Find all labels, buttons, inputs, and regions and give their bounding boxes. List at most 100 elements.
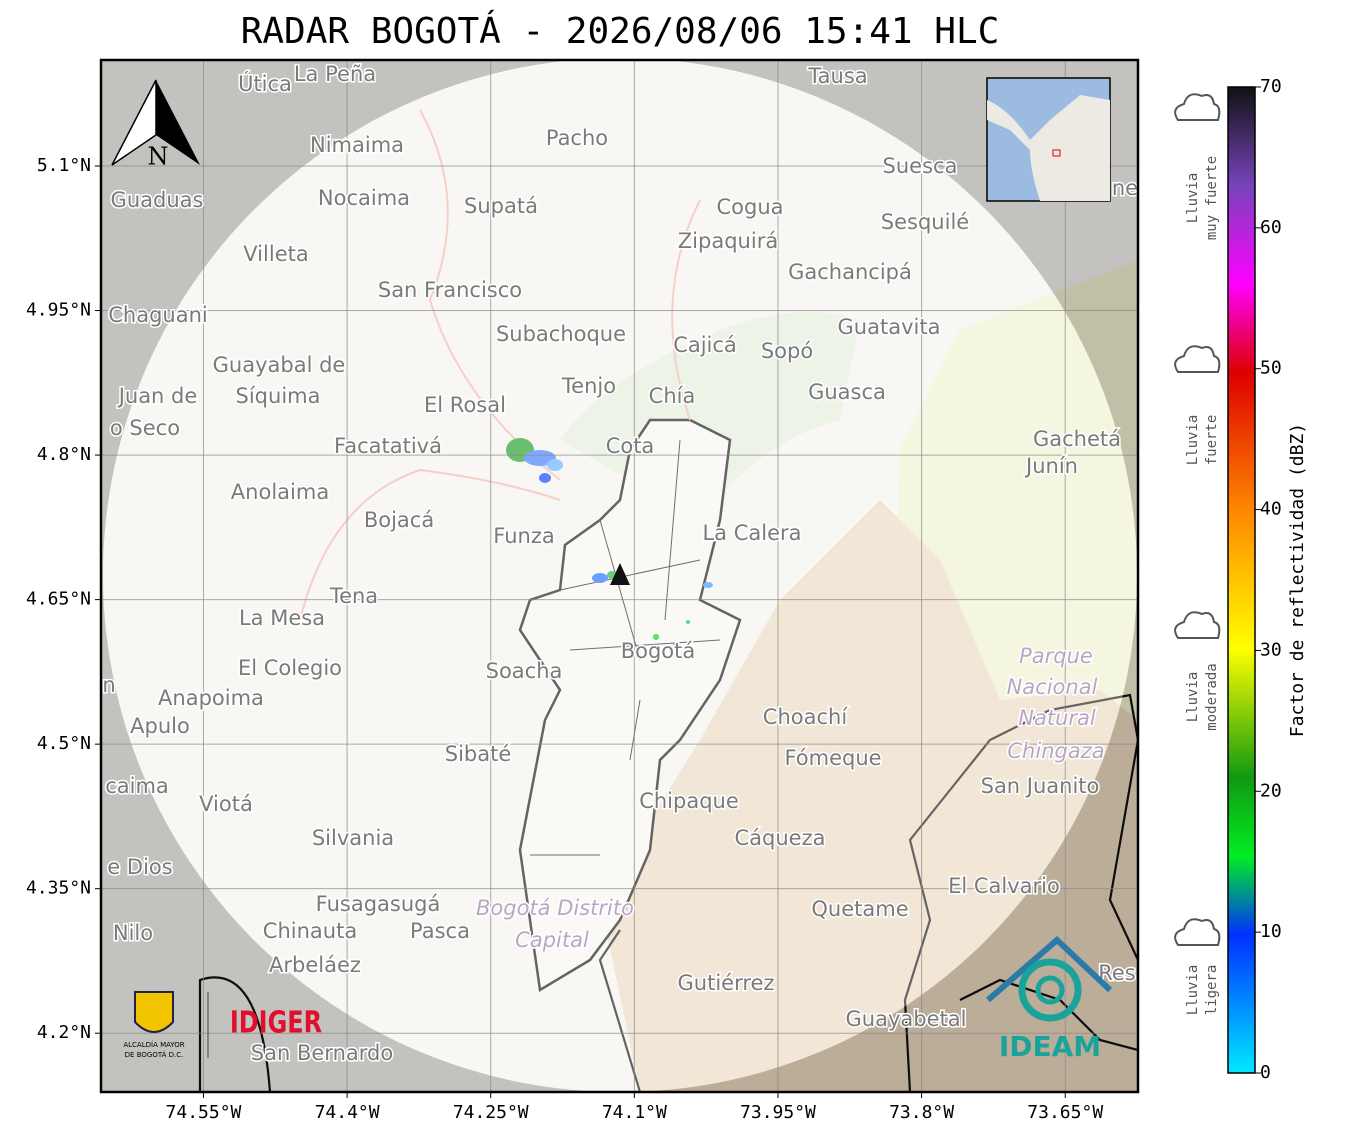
place-label: Soacha [486,659,563,683]
radar-echo [539,473,551,483]
place-label: Junín [1024,454,1078,478]
place-label: La Mesa [239,606,325,630]
place-label: Bojacá [364,508,434,532]
place-label: El Calvario [948,874,1060,898]
legend-label: Lluvia [1185,173,1201,224]
place-label: Sopó [761,339,813,363]
place-label: Villeta [243,242,308,266]
legend-label: Lluvia [1185,415,1201,466]
place-label: Cogua [716,195,783,219]
colorbar-tick-label: 30 [1260,639,1282,660]
legend-label: Lluvia [1185,965,1201,1016]
place-label: Fusagasugá [316,892,441,916]
y-tick-label: 4.8°N [37,444,91,465]
radar-echo [547,459,563,471]
inset-map [986,77,1111,202]
radar-echo [673,643,677,647]
place-label: Suesca [883,154,958,178]
place-label: Guaduas [111,188,204,212]
place-label: caima [105,774,169,798]
place-label: Útica [238,71,292,96]
place-label: Viotá [199,792,253,816]
place-label: Fómeque [784,746,881,770]
y-tick-label: 4.2°N [37,1022,91,1043]
weather-icon [1174,611,1221,639]
place-label: Bogotá [621,639,696,663]
y-tick-label: 4.95°N [26,300,91,321]
radar-echo [592,573,608,583]
y-tick-label: 4.35°N [26,878,91,899]
colorbar-tick-label: 10 [1260,921,1282,942]
y-tick-label: 4.5°N [37,733,91,754]
radar-echo [524,450,556,466]
place-label: Quetame [811,897,908,921]
colorbar-label: Factor de reflectividad (dBZ) [1287,423,1308,737]
colorbar-tick-label: 50 [1260,358,1282,379]
place-label: Tausa [807,64,867,88]
radar-echo [653,634,659,640]
place-label: o Seco [110,416,180,440]
map: Útica La Peña Tausa Pacho Nimaima Suesca Guadu… [101,60,1138,1092]
legend-label: moderada [1204,663,1220,730]
place-label: Choachí [763,705,849,729]
place-label: Pasca [410,919,470,943]
x-tick-label: 74.25°W [453,1102,529,1123]
place-label: Anapoima [158,686,264,710]
place-label: Gachancipá [788,260,912,284]
colorbar-tick-label: 40 [1260,499,1282,520]
place-label: San Francisco [378,278,522,302]
place-label: Tena [329,584,378,608]
weather-icon [1174,93,1221,121]
place-label: Gutiérrez [678,971,775,995]
colorbar-tick-label: 0 [1260,1062,1271,1083]
legend-label: fuerte [1204,415,1220,466]
place-label: ne [1112,176,1138,200]
place-label: Subachoque [496,322,626,346]
north-arrow: N [111,79,200,171]
radar-echo [703,582,713,588]
place-label: Nilo [113,921,153,945]
place-label: Gachetá [1033,427,1121,451]
place-label: Supatá [464,194,538,218]
place-label: Sesquilé [881,210,969,234]
logo-text: DE BOGOTÁ D.C. [125,1050,184,1059]
place-label: e Dios [107,855,172,879]
place-label: Nimaima [310,133,404,157]
colorbar [1227,86,1256,1074]
place-label: Nocaima [318,186,410,210]
place-label: Arbeláez [269,953,361,977]
place-label: Facatativá [334,434,442,458]
colorbar-tick-label: 70 [1260,76,1282,97]
place-label: Apulo [130,714,190,738]
logo-text: ALCALDÍA MAYOR [123,1040,184,1049]
x-tick-label: 73.65°W [1027,1102,1103,1123]
y-tick-label: 4.65°N [26,589,91,610]
place-label: Bogotá Distrito [476,896,634,920]
place-label: El Colegio [238,656,342,680]
place-label: Parque [1019,644,1093,668]
place-label: Juan de [117,384,198,408]
place-label: Pacho [546,126,608,150]
place-label: Nacional [1007,675,1098,699]
legend-label: muy fuerte [1204,156,1220,240]
place-label: Guatavita [838,315,941,339]
place-label: Chaguani [108,303,208,327]
place-label: Anolaima [231,480,329,504]
place-label: n [102,673,115,697]
place-label: Chinauta [263,919,357,943]
place-label: Silvania [312,826,394,850]
place-label: Natural [1018,706,1096,730]
place-label: Síquima [236,384,321,408]
logo-alcaldia: ALCALDÍA MAYOR DE BOGOTÁ D.C. IDIGER [123,991,322,1059]
place-label: Chía [649,384,696,408]
place-label: Tenjo [561,374,616,398]
weather-icon [1174,345,1221,373]
place-label: La Peña [294,62,376,86]
colorbar-tick-label: 60 [1260,217,1282,238]
place-label: Cota [606,434,655,458]
place-label: Guayabetal [846,1007,967,1031]
colorbar-tick-label: 20 [1260,780,1282,801]
logo-text: IDIGER [230,1006,322,1040]
x-tick-label: 74.1°W [602,1102,667,1123]
